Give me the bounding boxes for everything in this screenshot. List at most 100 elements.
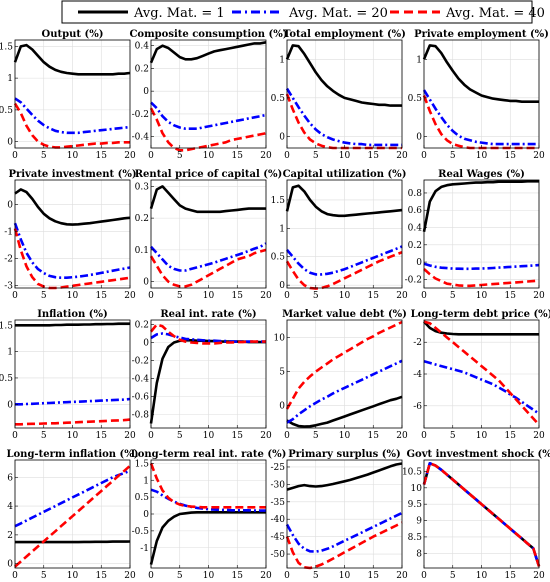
- y-tick-label: -0.2: [405, 275, 422, 285]
- y-tick-label: 0: [7, 560, 13, 570]
- x-tick-label: 15: [368, 291, 380, 301]
- panel-title: Total employment (%): [283, 29, 406, 40]
- legend-label-1: Avg. Mat. = 1: [133, 6, 225, 21]
- series-line-2: [423, 262, 540, 271]
- x-tick-label: 10: [67, 151, 79, 161]
- y-tick-label: 1.5: [0, 42, 13, 52]
- y-tick-label: 8.5: [408, 533, 423, 543]
- x-tick-label: 10: [476, 151, 488, 161]
- panel-10: 0 5 10 15 20 -0.8 -0.6 -0.4 -0.2 0 0.2 Real int. ra…: [132, 309, 272, 441]
- y-tick-label: 0.5: [0, 106, 13, 116]
- panel-title: Composite consumption (%): [129, 29, 287, 40]
- series-line-2: [286, 245, 403, 276]
- panel-title: Long-term debt price (%): [411, 309, 550, 320]
- x-tick-label: 20: [124, 431, 136, 441]
- y-tick-label: -0.4: [132, 375, 150, 385]
- series-line-1: [149, 185, 266, 214]
- x-tick-label: 0: [12, 151, 18, 161]
- y-tick-label: 0.5: [271, 253, 286, 263]
- x-tick-label: 5: [450, 431, 456, 441]
- series-line-3: [13, 102, 130, 149]
- x-tick-label: 15: [505, 571, 517, 581]
- x-tick-label: 20: [124, 151, 136, 161]
- x-tick-label: 15: [368, 431, 380, 441]
- x-tick-label: 5: [450, 571, 456, 581]
- y-tick-label: 0: [279, 132, 285, 142]
- x-tick-label: 20: [124, 291, 136, 301]
- x-tick-label: 0: [148, 291, 154, 301]
- x-tick-label: 15: [96, 151, 108, 161]
- y-tick-label: 0.2: [408, 241, 422, 251]
- series-line-3: [14, 464, 131, 568]
- y-tick-label: 0.5: [271, 94, 286, 104]
- panel-title: Real Wages (%): [438, 169, 525, 180]
- x-tick-label: 20: [533, 151, 545, 161]
- x-tick-label: 15: [505, 291, 517, 301]
- x-tick-label: 20: [396, 431, 408, 441]
- panel-title: Output (%): [42, 29, 104, 40]
- series-line-3: [15, 418, 131, 426]
- series-line-3: [422, 461, 541, 567]
- panel-title: Real int. rate (%): [160, 309, 256, 320]
- series-line-1: [285, 184, 403, 218]
- y-tick-label: 5: [279, 368, 285, 378]
- series-line-1: [15, 540, 131, 544]
- series-line-2: [150, 242, 267, 272]
- y-tick-label: 1: [7, 74, 13, 84]
- y-tick-label: 10: [411, 484, 423, 494]
- x-tick-label: 20: [124, 571, 136, 581]
- y-tick-label: 0: [7, 400, 13, 410]
- x-tick-label: 0: [12, 571, 18, 581]
- y-tick-label: 0.5: [135, 493, 150, 503]
- x-tick-label: 20: [396, 151, 408, 161]
- x-tick-label: 10: [476, 291, 488, 301]
- x-tick-label: 5: [177, 571, 183, 581]
- x-tick-label: 0: [284, 291, 290, 301]
- y-tick-label: 0: [279, 402, 285, 412]
- series-line-2: [285, 511, 403, 553]
- series-line-1: [149, 41, 267, 64]
- x-tick-label: 20: [396, 291, 408, 301]
- x-tick-label: 10: [476, 431, 488, 441]
- x-tick-label: 20: [533, 431, 545, 441]
- y-tick-label: -0.6: [132, 393, 150, 403]
- panel-title: Govt investment shock (%): [407, 449, 550, 460]
- series-line-1: [13, 43, 131, 76]
- x-tick-label: 0: [148, 151, 154, 161]
- series-line-1: [286, 395, 403, 428]
- y-tick-label: -0.5: [132, 527, 150, 537]
- x-tick-label: 5: [41, 291, 47, 301]
- series-line-2: [150, 332, 266, 343]
- series-line-2: [150, 101, 267, 130]
- x-tick-label: 5: [177, 291, 183, 301]
- x-tick-label: 0: [12, 431, 18, 441]
- series-line-3: [285, 320, 403, 410]
- panel-4: 0 5 10 15 20 0 0.5 1 Private employment (%): [408, 29, 549, 161]
- panel-9: 0 5 10 15 20 0 0.5 1 1.5 Inflation (%): [0, 309, 136, 441]
- x-tick-label: 5: [313, 431, 319, 441]
- series-line-3: [285, 521, 403, 570]
- x-tick-label: 0: [421, 151, 427, 161]
- legend-box: [61, 0, 533, 24]
- x-tick-label: 5: [41, 431, 47, 441]
- y-tick-label: -45: [271, 533, 286, 543]
- x-tick-label: 5: [177, 431, 183, 441]
- y-tick-label: 0: [143, 278, 149, 288]
- x-tick-label: 15: [96, 571, 108, 581]
- x-tick-label: 10: [339, 431, 351, 441]
- y-tick-label: 0.2: [135, 321, 149, 331]
- y-tick-label: 0: [7, 138, 13, 148]
- y-tick-label: 0.4: [135, 42, 150, 52]
- x-tick-label: 10: [67, 571, 79, 581]
- y-tick-label: -35: [271, 498, 286, 508]
- x-tick-label: 0: [284, 151, 290, 161]
- x-tick-label: 20: [396, 571, 408, 581]
- series-line-3: [149, 462, 266, 509]
- x-tick-label: 0: [148, 431, 154, 441]
- y-tick-label: 0.1: [135, 246, 149, 256]
- series-line-2: [14, 469, 131, 528]
- x-tick-label: 0: [284, 571, 290, 581]
- y-tick-label: 10: [274, 334, 286, 344]
